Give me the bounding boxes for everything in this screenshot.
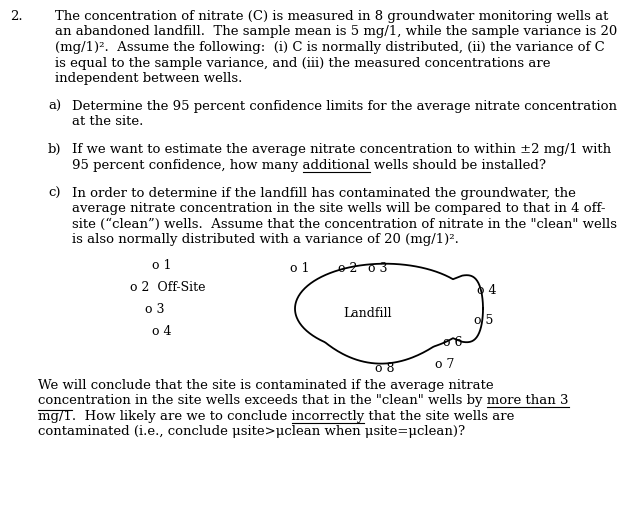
Text: o 5: o 5 [474, 314, 493, 327]
Text: concentration in the site wells exceeds that in the "clean" wells by more than 3: concentration in the site wells exceeds … [38, 394, 568, 407]
Text: at the site.: at the site. [72, 115, 143, 128]
Text: c): c) [48, 187, 61, 200]
Text: o 8: o 8 [375, 362, 394, 375]
Text: 2.: 2. [10, 10, 22, 23]
Text: In order to determine if the landfill has contaminated the groundwater, the: In order to determine if the landfill ha… [72, 187, 576, 200]
Text: o 2  Off-Site: o 2 Off-Site [130, 281, 205, 294]
Text: a): a) [48, 100, 61, 113]
Text: 95 percent confidence, how many additional: 95 percent confidence, how many addition… [72, 159, 370, 172]
Text: We will conclude that the site is contaminated if the average nitrate: We will conclude that the site is contam… [38, 379, 493, 392]
Text: o 6: o 6 [443, 336, 463, 348]
Text: an abandoned landfill.  The sample mean is 5 mg/1, while the sample variance is : an abandoned landfill. The sample mean i… [55, 26, 617, 38]
Text: The concentration of nitrate (C) is measured in 8 groundwater monitoring wells a: The concentration of nitrate (C) is meas… [55, 10, 609, 23]
Text: If we want to estimate the average nitrate concentration to within ±2 mg/1 with: If we want to estimate the average nitra… [72, 143, 611, 156]
Text: 95 percent confidence, how many additional wells should be installed?: 95 percent confidence, how many addition… [72, 159, 546, 172]
Text: contaminated (i.e., conclude μsite>μclean when μsite=μclean)?: contaminated (i.e., conclude μsite>μclea… [38, 425, 465, 438]
Text: b): b) [48, 143, 61, 156]
Text: site (“clean”) wells.  Assume that the concentration of nitrate in the "clean" w: site (“clean”) wells. Assume that the co… [72, 218, 617, 231]
Text: o 2: o 2 [338, 262, 357, 275]
Text: o 7: o 7 [435, 358, 454, 371]
Text: o 3: o 3 [368, 262, 387, 275]
Text: (mg/1)².  Assume the following:  (i) C is normally distributed, (ii) the varianc: (mg/1)². Assume the following: (i) C is … [55, 41, 605, 54]
Text: o 4: o 4 [477, 284, 497, 297]
Text: Landfill: Landfill [343, 307, 392, 320]
Text: is equal to the sample variance, and (iii) the measured concentrations are: is equal to the sample variance, and (ii… [55, 56, 550, 70]
Text: 95 percent confidence, how many: 95 percent confidence, how many [72, 159, 303, 172]
Text: mg/1.  How likely are we to conclude incorrectly that the site wells are: mg/1. How likely are we to conclude inco… [38, 410, 515, 423]
Text: o 4: o 4 [152, 325, 172, 338]
Text: o 1: o 1 [290, 262, 310, 275]
Text: average nitrate concentration in the site wells will be compared to that in 4 of: average nitrate concentration in the sit… [72, 202, 605, 215]
Text: o 3: o 3 [145, 303, 164, 315]
Text: is also normally distributed with a variance of 20 (mg/1)².: is also normally distributed with a vari… [72, 233, 459, 246]
Text: independent between wells.: independent between wells. [55, 72, 243, 85]
Text: o 1: o 1 [152, 259, 172, 272]
Text: Determine the 95 percent confidence limits for the average nitrate concentration: Determine the 95 percent confidence limi… [72, 100, 617, 113]
